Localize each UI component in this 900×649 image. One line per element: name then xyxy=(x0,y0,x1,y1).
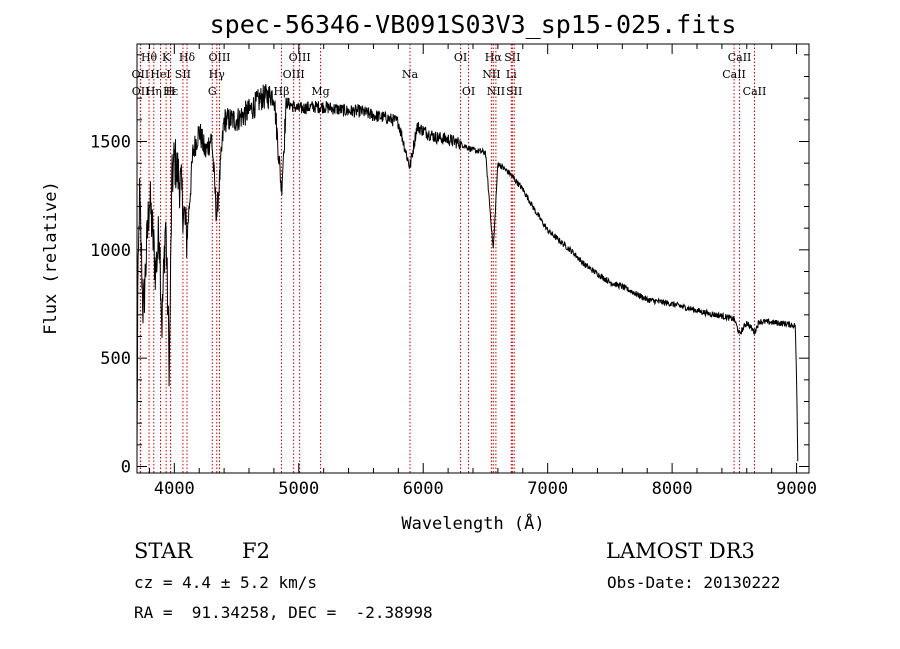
line-label: OII xyxy=(132,68,150,81)
y-tick-label: 500 xyxy=(100,349,131,369)
line-label: Hη xyxy=(146,85,162,98)
line-label: Hα xyxy=(485,51,503,64)
line-label: HeI xyxy=(150,68,170,81)
axis-tick-layer: 4000 5000 6000 7000 8000 9000 0 500 1000 1500 xyxy=(90,44,817,499)
line-label: OIII xyxy=(208,51,230,64)
line-label: CaII xyxy=(722,68,746,81)
line-label: NII xyxy=(482,68,500,81)
x-tick-label: 8000 xyxy=(652,479,693,499)
x-tick-label: 4000 xyxy=(154,479,195,499)
line-label: Hθ xyxy=(141,51,158,64)
line-label: Hβ xyxy=(274,85,290,98)
y-tick-label: 1000 xyxy=(90,241,131,261)
redshift-cz: cz = 4.4 ± 5.2 km/s xyxy=(134,573,318,592)
ra-dec: RA = 91.34258, DEC = -2.38998 xyxy=(134,603,433,622)
y-axis-label: Flux (relative) xyxy=(41,181,61,335)
x-tick-label: 7000 xyxy=(527,479,568,499)
line-label: SII xyxy=(175,68,191,81)
line-label: G xyxy=(208,85,217,98)
line-label: NII xyxy=(487,85,505,98)
line-label: Hγ xyxy=(209,68,226,81)
line-label: OI xyxy=(462,85,475,98)
line-label: Hδ xyxy=(179,51,196,64)
y-tick-label: 1500 xyxy=(90,133,131,153)
x-tick-label: 6000 xyxy=(403,479,444,499)
object-class: STAR xyxy=(134,539,193,563)
line-label: OI xyxy=(454,51,467,64)
line-label: Mg xyxy=(311,85,329,98)
line-label: CaII xyxy=(743,85,767,98)
line-label: SII xyxy=(506,85,522,98)
line-label: OII xyxy=(132,85,150,98)
line-label: OIII xyxy=(283,68,305,81)
spectrum-line xyxy=(136,84,799,462)
line-label: SII xyxy=(504,51,520,64)
line-label: Li xyxy=(506,68,517,81)
x-tick-label: 5000 xyxy=(278,479,319,499)
line-label: Hε xyxy=(163,85,179,98)
object-subclass: F2 xyxy=(242,539,270,563)
survey-name: LAMOST DR3 xyxy=(606,539,755,563)
observation-date: Obs-Date: 20130222 xyxy=(607,573,781,592)
emission-line-layer: Hθ OII OII K HeI HεH Hη SII Hδ OIII Hγ G Hβ OIII OIII M… xyxy=(132,44,767,473)
plot-frame xyxy=(136,43,810,474)
line-label: K xyxy=(162,51,171,64)
line-label: H xyxy=(166,85,176,98)
y-tick-label: 0 xyxy=(121,458,131,478)
x-tick-label: 9000 xyxy=(776,479,817,499)
chart-title: spec-56346-VB091S03V3_sp15-025.fits xyxy=(210,10,737,39)
line-label: OIII xyxy=(289,51,311,64)
x-axis-label: Wavelength (Å) xyxy=(401,512,544,534)
line-label: CaII xyxy=(728,51,752,64)
line-label: Na xyxy=(402,68,419,81)
